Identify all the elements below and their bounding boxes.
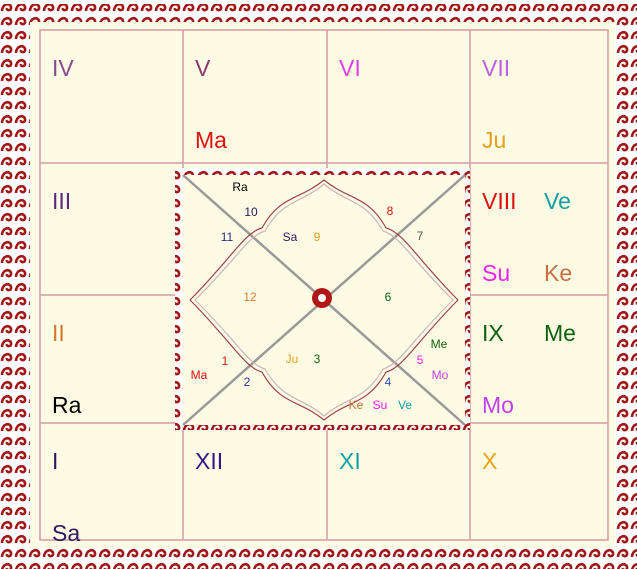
planet-label: Ju: [286, 352, 299, 366]
planet-label: Mo: [482, 392, 514, 418]
planet-label: Me: [431, 337, 448, 351]
house-number: 5: [417, 353, 424, 367]
house-number: 11: [221, 230, 234, 244]
planet-label: Ve: [398, 398, 412, 412]
planet-label: Ke: [544, 260, 572, 286]
house-number: 4: [385, 375, 392, 389]
house-number: 6: [385, 290, 392, 304]
sign-label: VII: [482, 55, 510, 81]
house-number: 7: [417, 229, 424, 243]
house-number: 3: [314, 352, 321, 366]
planet-label: Sa: [52, 520, 80, 546]
center-rosette: [312, 288, 332, 308]
planet-label: Ma: [191, 368, 208, 382]
sign-label: XI: [339, 448, 361, 474]
house-number: 9: [314, 230, 321, 244]
house-number: 1: [222, 354, 229, 368]
sign-label: II: [52, 320, 65, 346]
planet-label: Ra: [52, 392, 82, 418]
planet-label: Su: [482, 260, 510, 286]
sign-label: VIII: [482, 188, 517, 214]
planet-label: Su: [373, 398, 388, 412]
planet-label: Ma: [195, 127, 227, 153]
sign-label: IX: [482, 320, 504, 346]
sign-label: IV: [52, 55, 74, 81]
house-number: 12: [243, 290, 257, 304]
sign-label: VI: [339, 55, 361, 81]
planet-label: Ke: [349, 398, 364, 412]
house-number: 8: [387, 204, 394, 218]
sign-label: V: [195, 55, 211, 81]
planet-label: Ju: [482, 127, 506, 153]
house-number: 10: [244, 205, 258, 219]
planet-label: Ve: [544, 188, 571, 214]
sign-label: I: [52, 448, 58, 474]
sign-label: X: [482, 448, 497, 474]
planet-label: Mo: [432, 368, 449, 382]
planet-label: Sa: [283, 230, 298, 244]
planet-label: Me: [544, 320, 576, 346]
planet-label: Ra: [232, 180, 248, 194]
sign-label: XII: [195, 448, 223, 474]
astrology-chart: I Sa II Ra III IV V Ma VI VII Ju VIII Ve Su Ke IX Me Mo X X…: [0, 0, 637, 569]
sign-label: III: [52, 188, 71, 214]
house-number: 2: [244, 375, 251, 389]
